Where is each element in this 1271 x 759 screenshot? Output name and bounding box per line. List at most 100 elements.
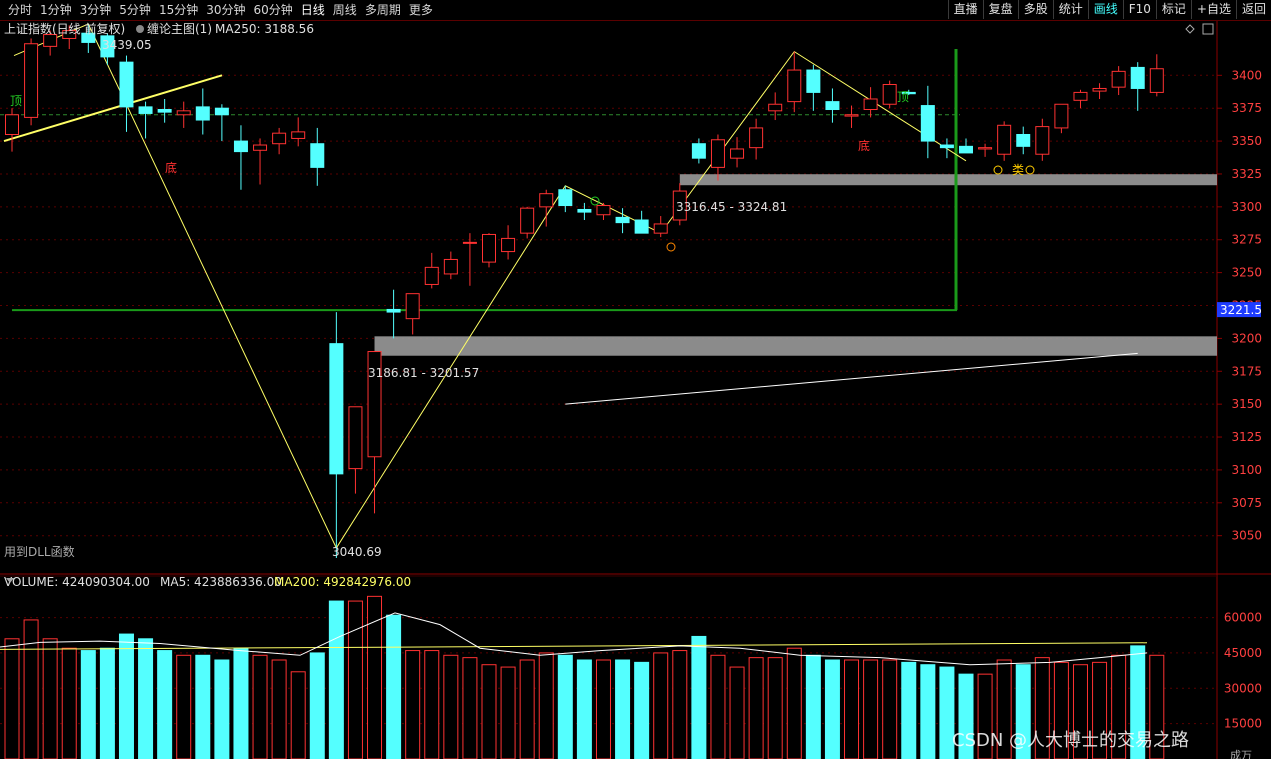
period-tab-4[interactable]: 15分钟	[158, 3, 199, 17]
price-tick-label-14: 3400	[1231, 68, 1262, 82]
candle-body-29	[558, 189, 573, 207]
candle-body-46	[882, 84, 897, 105]
toolbar-button-2[interactable]: 多股	[1017, 0, 1053, 19]
candle-body-27	[520, 207, 535, 234]
volume-bar-15	[290, 671, 306, 759]
volume-bar-18	[347, 600, 363, 759]
volume-bar-3	[61, 647, 77, 759]
candle-body-34	[653, 223, 668, 234]
candle-body-6	[119, 61, 134, 108]
candle-body-52	[997, 124, 1012, 155]
volume-bar-22	[424, 650, 440, 759]
candle-body-14	[272, 132, 287, 145]
volume-bar-5	[99, 647, 115, 759]
volume-bar-42	[805, 654, 821, 759]
current-price-tag: 3221.5	[1220, 303, 1262, 317]
period-tab-2[interactable]: 3分钟	[79, 3, 112, 17]
top-marker-1: 顶	[10, 94, 22, 108]
candle-body-5	[100, 35, 115, 58]
volume-bar-0	[4, 638, 20, 759]
volume-ma5-line	[0, 612, 1148, 666]
volume-bar-8	[157, 650, 173, 759]
volume-bar-30	[576, 659, 592, 759]
price-tick-label-2: 3100	[1231, 463, 1262, 477]
period-tab-3[interactable]: 5分钟	[119, 3, 151, 17]
volume-bar-51	[977, 673, 993, 759]
candle-body-23	[443, 258, 458, 275]
period-tab-0[interactable]: 分时	[8, 3, 33, 17]
price-tick-label-10: 3300	[1231, 200, 1262, 214]
period-tabs: 分时 1分钟 3分钟 5分钟 15分钟 30分钟 60分钟 日线 周线 多周期 更多	[4, 2, 437, 18]
dll-note: 用到DLL函数	[4, 544, 75, 559]
candle-body-35	[672, 190, 687, 221]
toolbar-button-1[interactable]: 复盘	[982, 0, 1018, 19]
candle-body-25	[482, 233, 496, 263]
price-tick-label-6: 3200	[1231, 331, 1262, 345]
period-tab-7[interactable]: 日线	[300, 3, 325, 17]
volume-bar-41	[786, 647, 802, 759]
toolbar-button-4[interactable]: 画线	[1087, 0, 1123, 19]
volume-bar-28	[538, 652, 554, 759]
candle-body-32	[615, 216, 630, 224]
candle-body-37	[710, 139, 725, 168]
volume-bar-54	[1034, 657, 1050, 759]
pivot-zone-0	[679, 174, 1217, 186]
candle-body-30	[577, 208, 592, 213]
candle-body-55	[1054, 103, 1069, 129]
volume-bar-50	[958, 673, 974, 759]
period-tab-8[interactable]: 周线	[332, 3, 357, 17]
candle-body-33	[634, 219, 649, 234]
candle-body-56	[1073, 91, 1088, 101]
indicator-name: 缠论主图(1)	[147, 21, 212, 36]
buy-point-3b-marker	[993, 165, 1003, 175]
volume-bar-1	[23, 619, 39, 759]
volume-ma5-label: MA5: 423886336.00	[160, 575, 282, 589]
candle-body-57	[1092, 87, 1107, 92]
candle-body-38	[730, 148, 745, 159]
candle-body-19	[367, 351, 382, 458]
candle-body-1	[24, 43, 39, 118]
candle-body-0	[5, 114, 19, 136]
candle-body-12	[233, 140, 248, 153]
toolbar-button-7[interactable]: +自选	[1190, 0, 1236, 19]
volume-bar-48	[920, 664, 936, 759]
period-tab-6[interactable]: 60分钟	[253, 3, 293, 17]
volume-bar-52	[996, 659, 1012, 759]
candle-body-24	[462, 241, 477, 244]
volume-bar-6	[118, 633, 134, 759]
volume-bar-13	[252, 654, 268, 759]
candle-body-53	[1016, 134, 1031, 147]
candle-body-10	[195, 106, 210, 121]
volume-tick-label-2: 45000	[1224, 646, 1262, 660]
volume-unit: 成万	[1230, 749, 1252, 759]
period-tab-9[interactable]: 多周期	[364, 3, 401, 17]
toolbar-button-6[interactable]: 标记	[1155, 0, 1191, 19]
volume-bar-38	[729, 666, 745, 759]
candle-body-9	[176, 110, 191, 116]
period-tab-5[interactable]: 30分钟	[206, 3, 246, 17]
period-tab-10[interactable]: 更多	[408, 3, 433, 17]
candle-body-26	[501, 237, 516, 253]
candle-body-41	[787, 69, 802, 103]
window-icon	[1202, 23, 1214, 35]
volume-bar-25	[481, 664, 497, 759]
volume-bar-47	[901, 661, 917, 759]
candle-body-43	[825, 101, 840, 111]
volume-bar-37	[710, 654, 726, 759]
toolbar-button-8[interactable]: 返回	[1235, 0, 1271, 19]
volume-bar-9	[176, 654, 192, 759]
kline-chart[interactable]: 3050307531003125315031753200322532503275…	[0, 21, 1271, 759]
zone2-label: 3186.81 - 3201.57	[368, 366, 479, 380]
period-tab-1[interactable]: 1分钟	[40, 3, 72, 17]
volume-bar-7	[138, 638, 154, 759]
bottom-marker-1: 底	[165, 160, 177, 175]
candle-body-51	[978, 147, 993, 150]
toolbar-button-5[interactable]: F10	[1122, 0, 1156, 19]
volume-bar-11	[214, 659, 230, 759]
volume-bar-14	[271, 659, 287, 759]
toolbar-button-0[interactable]: 直播	[947, 0, 983, 19]
candle-body-20	[386, 308, 401, 313]
pivot-zone-1	[374, 336, 1217, 356]
buy-point-3-marker	[590, 196, 600, 206]
toolbar-button-3[interactable]: 统计	[1052, 0, 1088, 19]
